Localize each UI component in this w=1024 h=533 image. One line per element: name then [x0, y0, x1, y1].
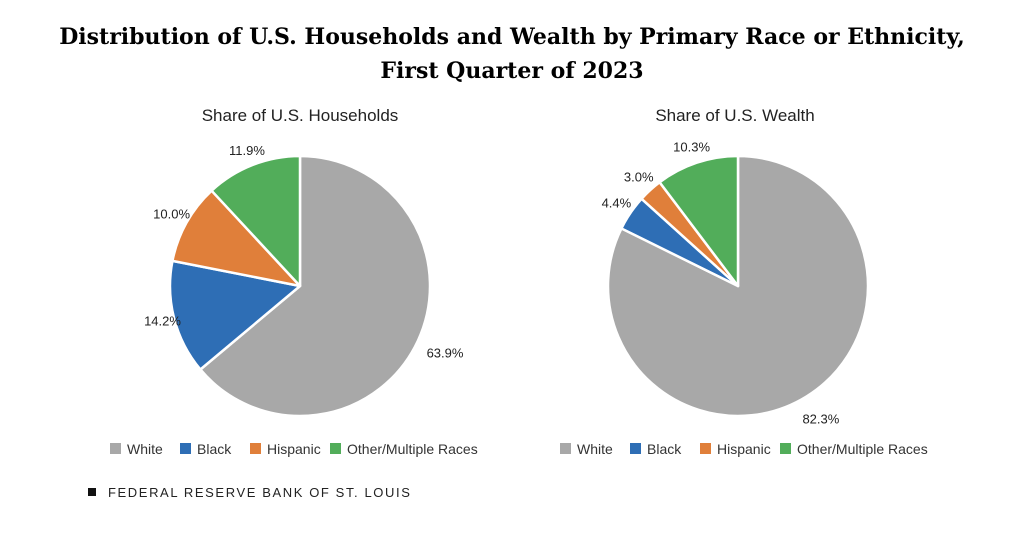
source-note: FEDERAL RESERVE BANK OF ST. LOUIS [88, 485, 411, 500]
pie-chart-2: Share of U.S. Wealth 82.3% 4.4% 3.0% 10.3% Wh… [560, 106, 928, 457]
data-label: 4.4% [602, 195, 632, 210]
legend-swatch [330, 443, 341, 454]
legend-label: Black [197, 441, 232, 457]
legend-label: Hispanic [267, 441, 321, 457]
legend: White Black Hispanic Other/Multiple Races [560, 441, 928, 457]
legend-swatch [560, 443, 571, 454]
legend-swatch [180, 443, 191, 454]
pie-slice-white [199, 154, 432, 418]
legend-label: Other/Multiple Races [347, 441, 478, 457]
chart-title: Share of U.S. Households [202, 106, 399, 125]
pie-slice-other-multiple-races [210, 154, 302, 288]
pie-slice-hispanic [171, 189, 302, 288]
data-label: 3.0% [624, 170, 654, 185]
data-label: 10.0% [153, 206, 190, 221]
legend-label: Other/Multiple Races [797, 441, 928, 457]
legend-swatch [780, 443, 791, 454]
pie-slice-other-multiple-races [658, 154, 740, 288]
legend-swatch [110, 443, 121, 454]
source-text: FEDERAL RESERVE BANK OF ST. LOUIS [108, 485, 412, 500]
legend-swatch [630, 443, 641, 454]
source-square-icon [88, 488, 96, 496]
legend-label: White [577, 441, 613, 457]
page-title: Distribution of U.S. Households and Weal… [59, 24, 965, 84]
legend-label: Hispanic [717, 441, 771, 457]
legend-label: Black [647, 441, 682, 457]
data-label: 63.9% [427, 346, 464, 361]
data-label: 14.2% [144, 313, 181, 328]
data-label: 11.9% [229, 143, 265, 158]
legend-swatch [700, 443, 711, 454]
legend-swatch [250, 443, 261, 454]
data-label: 10.3% [673, 140, 710, 155]
chart-title: Share of U.S. Wealth [655, 106, 814, 125]
data-label: 82.3% [802, 411, 839, 426]
pie-slice-black [168, 259, 302, 371]
pie-chart-1: Share of U.S. Households 63.9% 14.2% 10.0% 1… [110, 106, 478, 457]
legend-label: White [127, 441, 163, 457]
legend: White Black Hispanic Other/Multiple Races [110, 441, 478, 457]
